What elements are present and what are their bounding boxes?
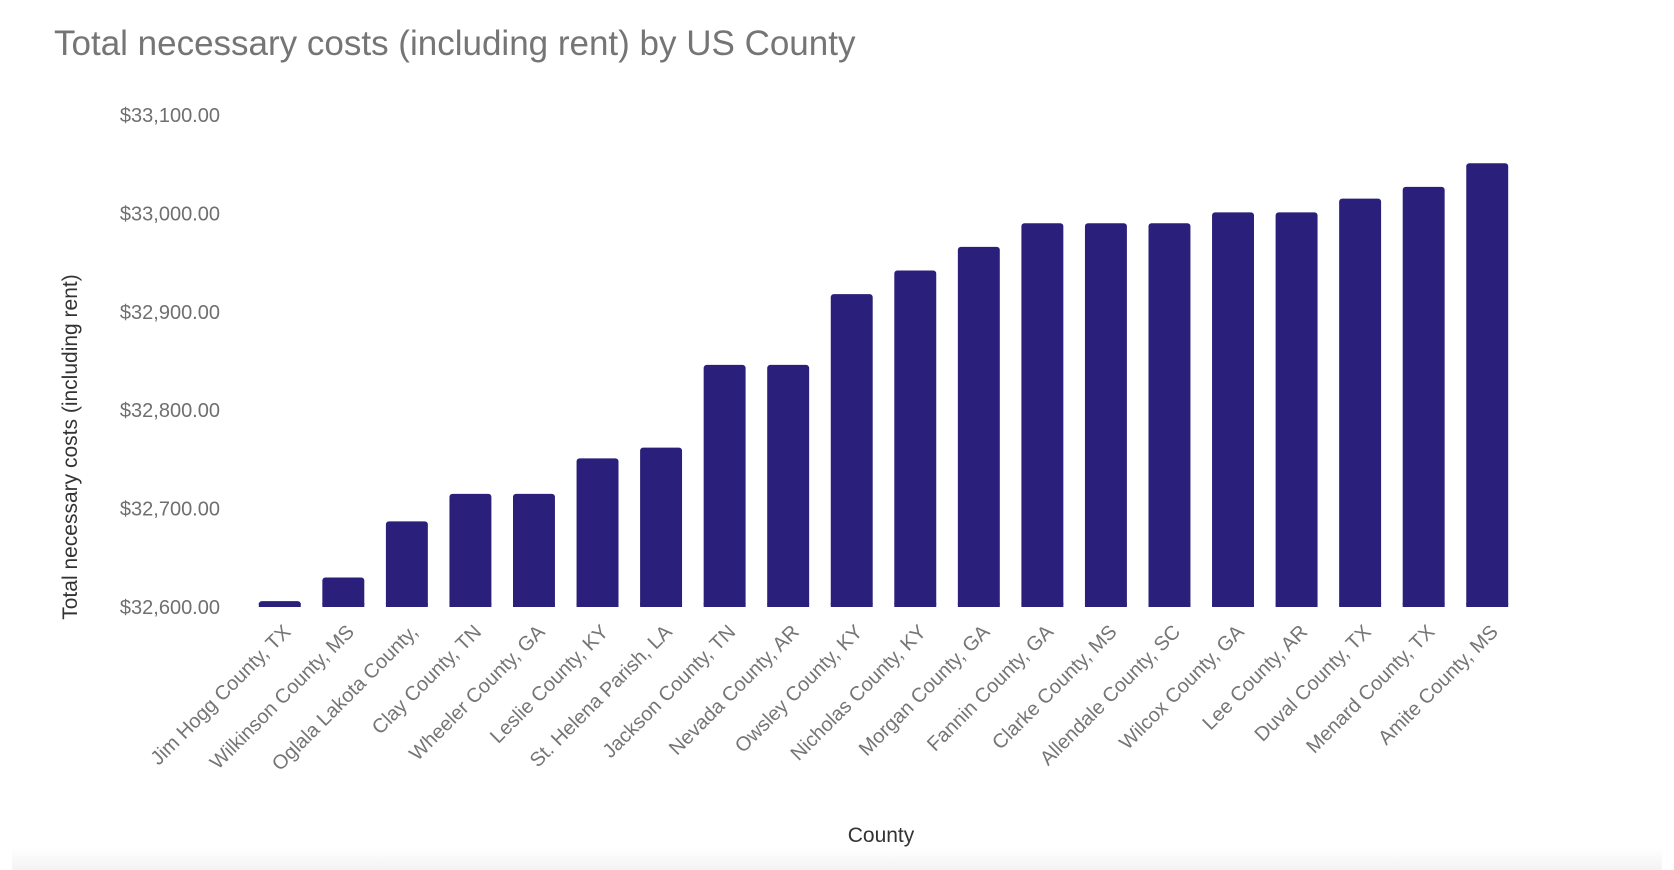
bar	[1084, 223, 1127, 608]
bar	[1148, 223, 1191, 608]
bar-base	[576, 603, 619, 607]
bar	[1212, 212, 1254, 607]
bar-base	[1148, 603, 1191, 607]
bar-base	[957, 603, 1000, 607]
bar	[513, 493, 555, 607]
bar-base	[830, 603, 873, 607]
x-tick-label: Clay County, TN	[368, 621, 486, 739]
bar-base	[449, 603, 492, 607]
bar	[1275, 212, 1318, 607]
y-axis-ticks: $32,600.00 $32,700.00 $32,800.00 $32,900.00…	[120, 105, 220, 619]
bar-base	[1275, 603, 1318, 607]
y-tick-label: $32,800.00	[120, 400, 220, 422]
bar-base	[1212, 603, 1254, 607]
bars	[258, 163, 1509, 608]
bar-base	[703, 603, 746, 607]
y-axis-label: Total necessary costs (including rent)	[59, 274, 82, 620]
bar-base	[1084, 603, 1127, 607]
y-tick-label: $32,900.00	[120, 302, 220, 324]
bar-base	[1466, 603, 1509, 607]
bar	[830, 294, 873, 607]
y-tick-label: $32,700.00	[120, 499, 220, 521]
footer-band	[12, 848, 1662, 870]
bar	[894, 270, 937, 607]
chart-title: Total necessary costs (including rent) b…	[54, 24, 856, 63]
bar-base	[1339, 603, 1382, 607]
bar	[576, 458, 619, 607]
bar	[385, 521, 428, 607]
x-axis-label: County	[848, 824, 915, 847]
bar-base	[1402, 603, 1445, 607]
y-tick-label: $33,000.00	[120, 203, 220, 225]
x-tick-label: Duval County, TX	[1251, 621, 1376, 746]
bar-base	[894, 603, 937, 607]
bar	[1466, 163, 1509, 607]
bar	[1021, 223, 1064, 608]
bar-base	[640, 603, 683, 607]
y-tick-label: $32,600.00	[120, 597, 220, 619]
bar	[957, 246, 1000, 607]
x-tick-label: Amite County, MS	[1374, 621, 1502, 749]
y-tick-label: $33,100.00	[120, 105, 220, 127]
bar-base	[767, 603, 810, 607]
bar-base	[513, 603, 555, 607]
bar	[1339, 198, 1382, 607]
bar	[1402, 186, 1445, 607]
bar	[640, 447, 683, 607]
bar	[767, 364, 810, 607]
x-tick-label: Leslie County, KY	[486, 621, 613, 748]
bar-base	[1021, 603, 1064, 607]
bar-base	[322, 603, 365, 607]
bar	[449, 493, 492, 607]
bar-base	[258, 603, 301, 607]
bar	[703, 364, 746, 607]
bar	[322, 577, 365, 607]
bar-base	[385, 603, 428, 607]
